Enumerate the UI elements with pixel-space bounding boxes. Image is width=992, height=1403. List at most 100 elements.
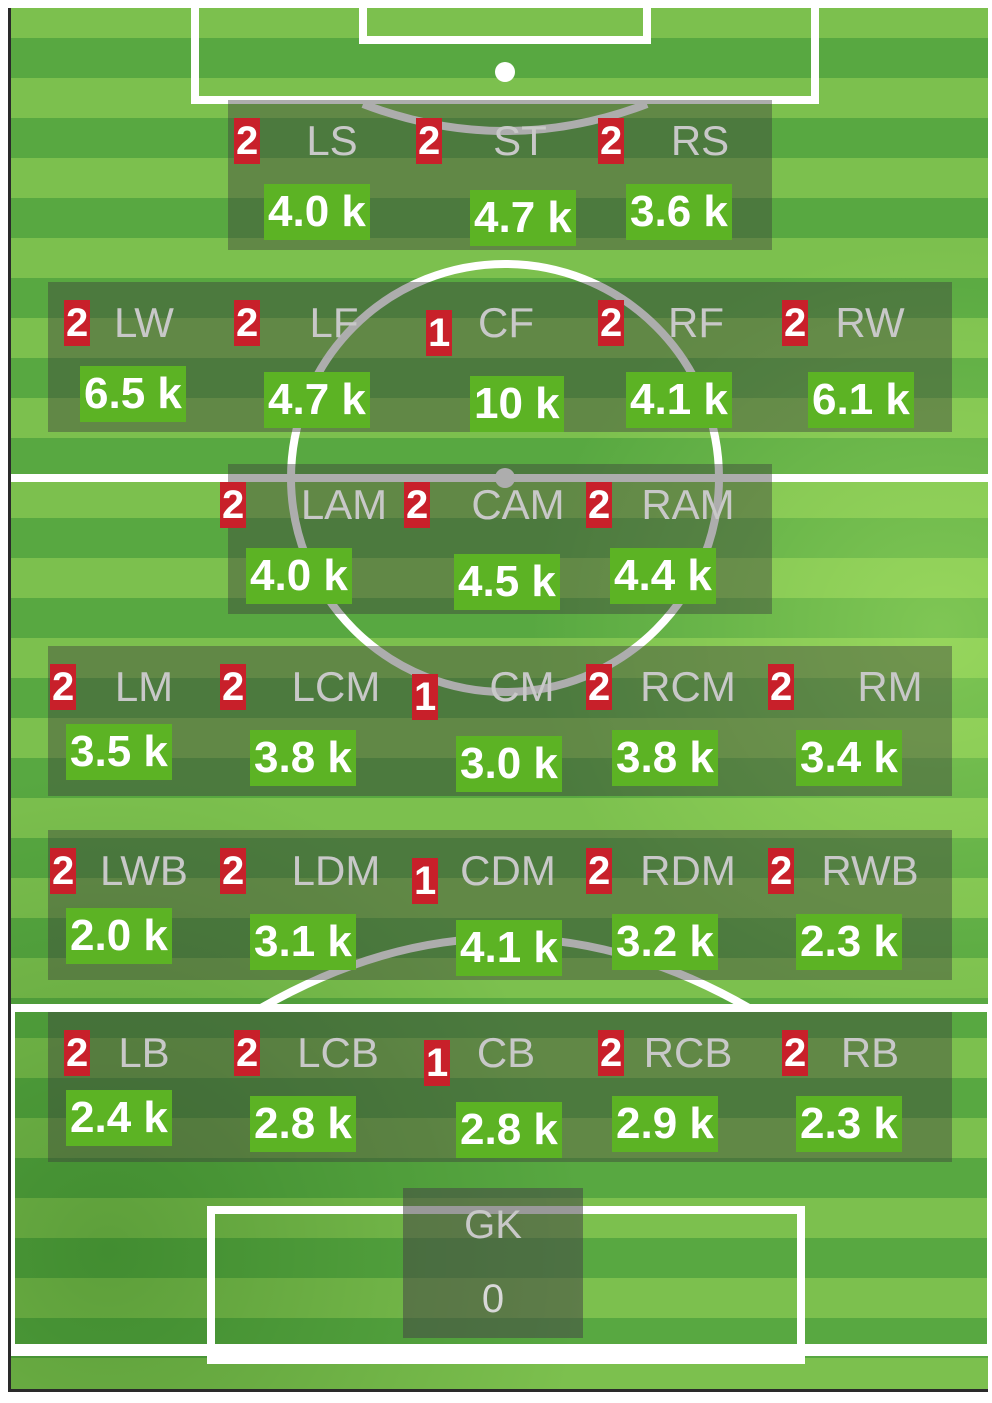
position-value-badge: 2.3 k	[796, 914, 902, 970]
position-value-badge: 2.4 k	[66, 1090, 172, 1146]
position-value-badge: 4.7 k	[264, 372, 370, 428]
position-value-badge: 3.4 k	[796, 730, 902, 786]
position-slot-rb[interactable]: RB 2 2.3 k	[782, 1018, 934, 1152]
position-label: RDM	[640, 847, 736, 894]
position-value-badge: 4.5 k	[454, 554, 560, 610]
position-slot-rm[interactable]: RM 2 3.4 k	[768, 652, 934, 786]
center-spot	[495, 468, 515, 488]
position-slot-lam[interactable]: LAM 2 4.0 k	[220, 470, 388, 604]
position-slot-ls[interactable]: LS 2 4.0 k	[234, 106, 388, 240]
position-label: LWB	[100, 847, 188, 894]
player-count-badge: 2	[768, 848, 795, 894]
position-value-badge: 3.6 k	[626, 184, 732, 240]
player-count-badge: 2	[404, 482, 431, 528]
position-value-badge: 3.8 k	[250, 730, 356, 786]
position-value-badge: 2.8 k	[250, 1096, 356, 1152]
player-count-badge: 2	[50, 848, 77, 894]
player-count-badge: 2	[586, 664, 613, 710]
position-label: LS	[306, 117, 358, 164]
position-label: RS	[670, 117, 730, 164]
position-slot-lm[interactable]: LM 2 3.5 k	[50, 652, 208, 780]
position-slot-ram[interactable]: RAM 2 4.4 k	[586, 470, 752, 604]
position-slot-lcm[interactable]: LCM 2 3.8 k	[220, 652, 390, 786]
position-label: RM	[857, 663, 923, 710]
position-slot-rf[interactable]: RF 2 4.1 k	[598, 288, 752, 428]
position-label: GK	[464, 1203, 522, 1247]
position-value-badge: 6.5 k	[80, 366, 186, 422]
position-value-badge: 4.0 k	[246, 548, 352, 604]
top-penalty-arc	[361, 100, 649, 135]
pitch-stripe	[11, 318, 988, 358]
player-count-badge: 2	[234, 1030, 261, 1076]
position-slot-rcb[interactable]: RCB 2 2.9 k	[598, 1018, 752, 1152]
pitch-stripe	[11, 118, 988, 158]
position-slot-st[interactable]: ST 2 4.7 k	[416, 106, 576, 246]
position-value-badge: 4.1 k	[626, 372, 732, 428]
position-value-badge: 4.0 k	[264, 184, 370, 240]
pitch-stripe	[11, 678, 988, 718]
position-slot-gk[interactable]: GK 0	[403, 1188, 583, 1338]
position-value-badge: 10 k	[470, 376, 564, 432]
position-slot-lwb[interactable]: LWB 2 2.0 k	[50, 836, 208, 964]
pitch-stripe	[11, 8, 988, 38]
position-slot-rcm[interactable]: RCM 2 3.8 k	[586, 652, 752, 786]
position-slot-rdm[interactable]: RDM 2 3.2 k	[586, 836, 752, 970]
player-count-badge: 2	[220, 482, 247, 528]
position-slot-cdm[interactable]: CDM 1 4.1 k	[412, 836, 570, 976]
pitch-stripe	[11, 798, 988, 838]
player-count-badge: 2	[416, 118, 443, 164]
position-value: 0	[481, 1277, 505, 1321]
position-slot-cb[interactable]: CB 1 2.8 k	[424, 1018, 570, 1158]
player-count-badge: 2	[782, 1030, 809, 1076]
position-slot-rs[interactable]: RS 2 3.6 k	[598, 106, 752, 240]
player-count-badge: 1	[412, 674, 439, 720]
top-penalty-spot	[495, 62, 515, 82]
player-count-badge: 2	[768, 664, 795, 710]
pitch-stripe	[11, 638, 988, 678]
position-value-badge: 2.8 k	[456, 1102, 562, 1158]
position-label: LB	[118, 1029, 170, 1076]
player-count-badge: 1	[412, 858, 439, 904]
player-count-badge: 2	[64, 300, 91, 346]
position-slot-lcb[interactable]: LCB 2 2.8 k	[234, 1018, 390, 1152]
pitch-stripe	[11, 1038, 988, 1078]
position-slot-rw[interactable]: RW 2 6.1 k	[782, 288, 934, 428]
position-value-badge: 3.8 k	[612, 730, 718, 786]
position-label: RWB	[821, 847, 919, 894]
position-value-badge: 3.1 k	[250, 914, 356, 970]
player-count-badge: 2	[64, 1030, 91, 1076]
pitch-stripe	[11, 278, 988, 318]
player-count-badge: 2	[586, 848, 613, 894]
top-penalty-area	[191, 8, 819, 104]
position-label: LF	[309, 299, 359, 346]
player-count-badge: 1	[424, 1040, 451, 1086]
position-value-badge: 3.2 k	[612, 914, 718, 970]
position-slot-cm[interactable]: CM 1 3.0 k	[412, 652, 570, 792]
top-goal-area	[359, 8, 651, 44]
position-label: RAM	[641, 481, 735, 528]
position-value-badge: 2.0 k	[66, 908, 172, 964]
position-value-badge: 2.9 k	[612, 1096, 718, 1152]
position-label: LCM	[291, 663, 381, 710]
position-label: LAM	[300, 481, 388, 528]
player-count-badge: 2	[220, 664, 247, 710]
player-count-badge: 2	[50, 664, 77, 710]
position-slot-rwb[interactable]: RWB 2 2.3 k	[768, 836, 934, 970]
player-count-badge: 2	[598, 300, 625, 346]
position-label: LW	[114, 299, 174, 346]
position-label: LM	[114, 663, 174, 710]
player-count-badge: 2	[234, 118, 261, 164]
position-slot-cam[interactable]: CAM 2 4.5 k	[404, 470, 570, 610]
position-label: RW	[835, 299, 905, 346]
position-value-badge: 3.0 k	[456, 736, 562, 792]
position-slot-cf[interactable]: CF 1 10 k	[426, 288, 570, 432]
position-label: CM	[489, 663, 555, 710]
pitch-stripe	[11, 878, 988, 918]
position-slot-lf[interactable]: LF 2 4.7 k	[234, 288, 390, 428]
position-label: CB	[476, 1029, 536, 1076]
position-label: RCB	[643, 1029, 733, 1076]
position-slot-lb[interactable]: LB 2 2.4 k	[64, 1018, 208, 1146]
position-slot-lw[interactable]: LW 2 6.5 k	[64, 288, 208, 422]
position-label: CF	[478, 299, 534, 346]
position-slot-ldm[interactable]: LDM 2 3.1 k	[220, 836, 390, 970]
